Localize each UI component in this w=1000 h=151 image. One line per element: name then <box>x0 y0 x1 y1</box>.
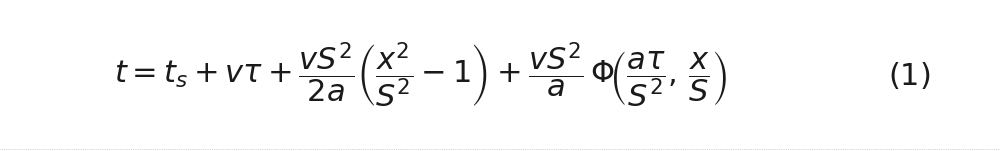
Text: $t = t_s + v\tau + \dfrac{vS^2}{2a}\left(\dfrac{x^2}{S^2} - 1\right) + \dfrac{vS: $t = t_s + v\tau + \dfrac{vS^2}{2a}\left… <box>114 41 727 110</box>
Text: $( 1 )$: $( 1 )$ <box>888 60 930 91</box>
